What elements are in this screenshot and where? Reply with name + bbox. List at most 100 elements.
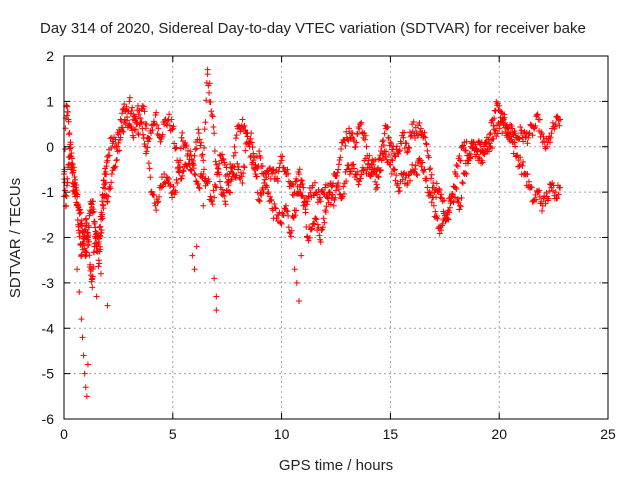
data-point — [463, 170, 470, 177]
data-point — [150, 192, 157, 199]
data-point — [63, 182, 70, 189]
data-point — [200, 144, 207, 151]
x-axis-label: GPS time / hours — [279, 457, 393, 474]
data-point — [153, 207, 160, 214]
data-point — [536, 193, 543, 200]
data-point — [396, 148, 403, 155]
plot-frame — [63, 55, 609, 420]
data-point — [375, 156, 382, 163]
data-point — [104, 157, 111, 164]
data-point — [219, 186, 226, 193]
data-point — [500, 116, 507, 123]
data-point — [423, 141, 430, 148]
data-point — [542, 200, 549, 207]
data-point — [216, 171, 223, 178]
data-point — [230, 152, 237, 159]
data-point — [179, 129, 186, 136]
data-point — [557, 184, 564, 191]
data-point — [253, 173, 260, 180]
data-point — [496, 102, 503, 109]
data-point — [335, 180, 342, 187]
data-point — [279, 153, 286, 160]
data-point — [195, 184, 202, 191]
data-point — [375, 174, 382, 181]
data-point — [195, 126, 202, 133]
data-point — [490, 122, 497, 129]
data-point — [278, 220, 285, 227]
data-point — [536, 116, 543, 123]
data-point — [219, 151, 226, 158]
data-point — [529, 132, 536, 139]
data-point — [358, 119, 365, 126]
data-point — [149, 191, 156, 198]
data-point — [316, 232, 323, 239]
data-point — [393, 172, 400, 179]
data-point — [487, 130, 494, 137]
data-point — [388, 170, 395, 177]
data-point — [98, 227, 105, 234]
data-point — [361, 130, 368, 137]
data-point — [219, 155, 226, 162]
data-point — [70, 164, 77, 171]
data-point — [421, 129, 428, 136]
data-point — [340, 190, 347, 197]
data-point — [457, 203, 464, 210]
data-point — [195, 130, 202, 137]
data-point — [291, 189, 298, 196]
data-point — [333, 172, 340, 179]
data-point — [212, 183, 219, 190]
data-point — [235, 163, 242, 170]
data-point — [90, 263, 97, 270]
data-point — [319, 224, 326, 231]
data-point — [311, 215, 318, 222]
data-point — [191, 170, 198, 177]
data-point — [256, 148, 263, 155]
data-point — [257, 190, 264, 197]
data-point — [208, 198, 215, 205]
data-point — [512, 130, 519, 137]
data-point — [516, 135, 523, 142]
data-point — [296, 298, 303, 305]
data-point — [211, 181, 218, 188]
data-point — [549, 119, 556, 126]
data-point — [346, 165, 353, 172]
data-point — [298, 177, 305, 184]
data-point — [446, 204, 453, 211]
data-point — [436, 187, 443, 194]
data-point — [478, 160, 485, 167]
data-point — [453, 161, 460, 168]
data-point — [404, 149, 411, 156]
data-point — [300, 184, 307, 191]
data-point — [198, 139, 205, 146]
data-point — [507, 133, 514, 140]
data-point — [226, 170, 233, 177]
data-point — [229, 164, 236, 171]
data-point — [493, 98, 500, 105]
data-point — [426, 189, 433, 196]
data-point — [114, 148, 121, 155]
data-point — [321, 219, 328, 226]
data-point — [389, 157, 396, 164]
data-point — [146, 165, 153, 172]
data-point — [149, 126, 156, 133]
data-point — [391, 167, 398, 174]
data-point — [95, 263, 102, 270]
data-point — [91, 218, 98, 225]
data-point — [188, 156, 195, 163]
data-point — [129, 116, 136, 123]
data-point — [210, 124, 217, 131]
data-point — [274, 175, 281, 182]
data-point — [491, 115, 498, 122]
data-point — [222, 161, 229, 168]
y-tick-label: 1 — [46, 93, 54, 109]
data-point — [132, 126, 139, 133]
data-point — [83, 393, 90, 400]
data-point — [357, 175, 364, 182]
data-point — [190, 162, 197, 169]
data-point — [456, 153, 463, 160]
data-point — [137, 119, 144, 126]
data-point — [310, 220, 317, 227]
data-point — [392, 153, 399, 160]
data-point — [143, 148, 150, 155]
